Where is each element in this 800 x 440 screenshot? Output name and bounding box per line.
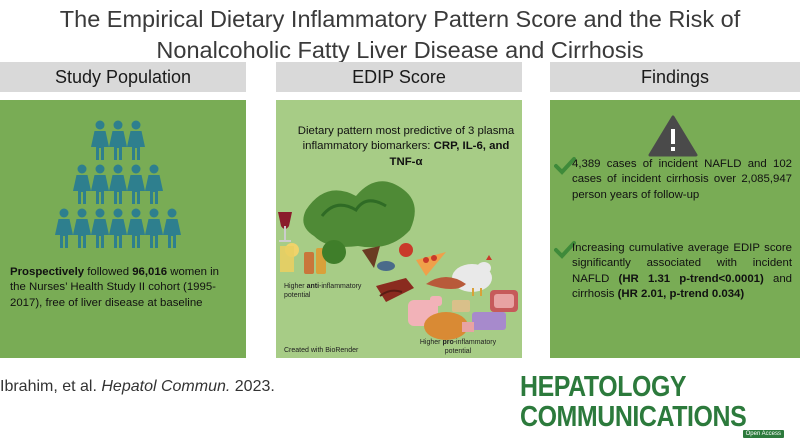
journal-logo-line-1: HEPATOLOGY (520, 371, 687, 403)
citation: Ibrahim, et al. Hepatol Commun. 2023. (0, 378, 275, 396)
title-line-2: Nonalcoholic Fatty Liver Disease and Cir… (156, 37, 644, 63)
findings-header: Findings (550, 62, 800, 92)
biorender-credit: Created with BioRender (284, 347, 359, 354)
person-icon (109, 120, 127, 160)
person-icon-row-3 (55, 208, 181, 248)
person-icon (127, 208, 145, 248)
study-population-heading: Study Population (54, 66, 192, 87)
check-icon (554, 157, 576, 175)
pro-inflammatory-foods (376, 255, 518, 340)
person-icon (145, 164, 163, 204)
caption-anti-bold: anti (306, 283, 320, 290)
finding-2-b: (HR 1.31 p-trend<0.0001) (618, 272, 764, 285)
population-text-1: followed (84, 266, 133, 278)
person-icon (73, 208, 91, 248)
population-text-2: women in the Nurses’ Health Study II coh… (10, 266, 219, 309)
study-population-panel: Prospectively followed 96,016 women in t… (0, 100, 246, 358)
edip-score-panel: Dietary pattern most predictive of 3 pla… (276, 100, 522, 358)
citation-authors: Ibrahim, et al. (0, 378, 102, 395)
edip-score-heading: EDIP Score (352, 66, 446, 87)
person-icon (91, 208, 109, 248)
person-icon (109, 164, 127, 204)
population-description: Prospectively followed 96,016 women in t… (10, 265, 226, 311)
person-icon (91, 120, 109, 160)
journal-logo-line-2: COMMUNICATIONS (520, 401, 747, 433)
citation-year: 2023. (230, 378, 275, 395)
person-icon (145, 208, 163, 248)
citation-journal: Hepatol Commun. (101, 378, 231, 395)
caption-anti-post: -inflammatory potential (284, 283, 362, 299)
edip-score-header: EDIP Score (276, 62, 522, 92)
finding-2-a: Increasing cumulative average EDIP score… (572, 242, 792, 285)
edip-text-bold: CRP, IL-6, and TNF-α (389, 140, 510, 168)
caption-pro-bold: pro (442, 339, 454, 346)
warning-icon (648, 115, 698, 157)
journal-logo: HEPATOLOGY COMMUNICATIONS Open Access (520, 371, 792, 438)
caption-pro-post: -inflammatory potential (444, 339, 497, 355)
finding-2-d: (HR 2.01, p-trend 0.034) (617, 288, 745, 301)
check-icon (554, 241, 576, 259)
people-pyramid (55, 120, 181, 248)
anti-inflammatory-caption: Higher anti-inflammatory potential (284, 282, 368, 300)
page-title: The Empirical Dietary Inflammatory Patte… (0, 4, 800, 66)
study-population-header: Study Population (0, 62, 246, 92)
finding-2: Increasing cumulative average EDIP score… (572, 241, 792, 303)
person-icon (127, 164, 145, 204)
anti-inflammatory-foods (278, 181, 446, 276)
open-access-badge: Open Access (742, 430, 784, 438)
person-icon (127, 120, 145, 160)
person-icon-row-2 (73, 164, 163, 204)
person-icon (109, 208, 127, 248)
person-icon (163, 208, 181, 248)
person-icon-row-1 (91, 120, 145, 160)
findings-panel: 4,389 cases of incident NAFLD and 102 ca… (550, 100, 800, 358)
person-icon (73, 164, 91, 204)
caption-anti-pre: Higher (284, 283, 307, 290)
population-bold-2: 96,016 (132, 266, 168, 278)
pro-inflammatory-caption: Higher pro-inflammatory potential (418, 338, 498, 356)
edip-text-plain: Dietary pattern most predictive of 3 pla… (297, 125, 515, 153)
finding-1: 4,389 cases of incident NAFLD and 102 ca… (572, 158, 792, 201)
person-icon (55, 208, 73, 248)
caption-pro-pre: Higher (419, 339, 443, 346)
person-icon (91, 164, 109, 204)
finding-2-c: and cirrhosis (572, 272, 792, 301)
edip-description: Dietary pattern most predictive of 3 pla… (296, 124, 516, 170)
food-illustration (278, 181, 518, 340)
population-bold-1: Prospectively (10, 266, 85, 278)
findings-heading: Findings (640, 66, 710, 87)
title-line-1: The Empirical Dietary Inflammatory Patte… (59, 6, 741, 32)
